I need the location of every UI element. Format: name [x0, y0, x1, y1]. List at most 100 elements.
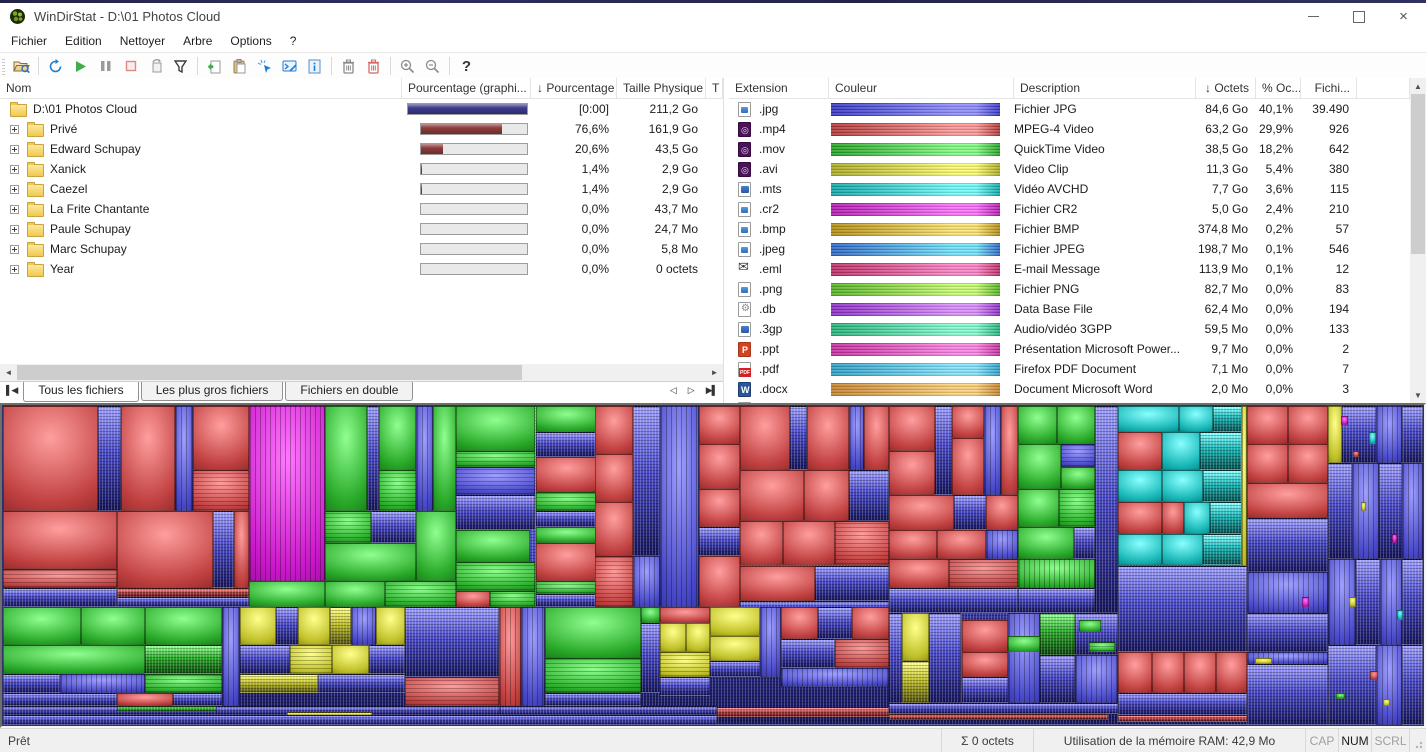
treemap-block[interactable]	[889, 613, 902, 703]
treemap-block[interactable]	[1202, 469, 1247, 502]
treemap-block[interactable]	[835, 520, 890, 566]
treemap-block[interactable]	[416, 511, 456, 582]
tab-les-plus-gros-fichiers[interactable]: Les plus gros fichiers	[140, 382, 284, 401]
treemap-block[interactable]	[59, 673, 145, 694]
treemap-block[interactable]	[535, 594, 598, 607]
extension-row[interactable]: .png Fichier PNG 82,7 Mo 0,0% 83	[729, 279, 1410, 299]
treemap-block[interactable]	[1302, 597, 1310, 607]
treemap-block[interactable]	[1391, 533, 1398, 544]
treemap-block[interactable]	[1327, 406, 1343, 464]
treemap-block[interactable]	[640, 622, 661, 694]
treemap-block[interactable]	[1370, 670, 1378, 681]
treemap-block[interactable]	[1161, 469, 1203, 502]
treemap-block[interactable]	[633, 555, 661, 607]
treemap-block[interactable]	[248, 581, 326, 607]
paste-button[interactable]	[227, 54, 252, 78]
treemap-block[interactable]	[739, 406, 790, 470]
treemap-block[interactable]	[1255, 658, 1273, 665]
tab-next-icon[interactable]: ▷	[687, 385, 695, 395]
treemap-block[interactable]	[889, 406, 935, 451]
treemap-block[interactable]	[455, 591, 491, 607]
treemap-block[interactable]	[298, 606, 330, 646]
treemap-block[interactable]	[3, 693, 117, 706]
treemap-block[interactable]	[1401, 645, 1423, 725]
treemap-block[interactable]	[1215, 651, 1247, 694]
treemap-block[interactable]	[3, 715, 718, 725]
vscroll-thumb[interactable]	[1411, 94, 1425, 254]
treemap-block[interactable]	[240, 673, 319, 694]
tree-header--pourcentage[interactable]: ↓ Pourcentage	[531, 78, 617, 98]
treemap-block[interactable]	[1356, 559, 1381, 646]
treemap-block[interactable]	[1089, 642, 1115, 652]
zoom-in-button[interactable]	[395, 54, 420, 78]
ext-header--octets[interactable]: ↓ Octets	[1196, 78, 1256, 98]
treemap-block[interactable]	[1210, 501, 1247, 534]
tab-tous-les-fichiers[interactable]: Tous les fichiers	[23, 382, 139, 402]
treemap-block[interactable]	[889, 587, 1019, 614]
treemap-block[interactable]	[325, 543, 417, 582]
treemap-block[interactable]	[3, 511, 117, 569]
treemap-block[interactable]	[275, 606, 299, 646]
treemap-block[interactable]	[1246, 664, 1328, 725]
treemap-block[interactable]	[325, 511, 371, 544]
treemap-block[interactable]	[595, 555, 634, 607]
expand-icon[interactable]	[10, 204, 19, 214]
treemap-block[interactable]	[710, 606, 760, 636]
tree-header-t[interactable]: T	[706, 78, 723, 98]
treemap-block[interactable]	[221, 606, 241, 706]
extension-row[interactable]: .ppt Présentation Microsoft Power... 9,7 M…	[729, 339, 1410, 359]
treemap-block[interactable]	[404, 677, 499, 706]
menu-item-options[interactable]: Options	[230, 34, 272, 48]
treemap-block[interactable]	[985, 495, 1019, 531]
expand-icon[interactable]	[10, 144, 19, 154]
treemap-block[interactable]	[889, 495, 955, 531]
tab-fichiers-en-double[interactable]: Fichiers en double	[285, 382, 414, 401]
expand-icon[interactable]	[10, 224, 19, 234]
treemap-block[interactable]	[1018, 559, 1095, 588]
treemap-block[interactable]	[1056, 406, 1095, 445]
filter-button[interactable]	[168, 54, 193, 78]
treemap-block[interactable]	[1018, 406, 1057, 445]
treemap-block[interactable]	[781, 667, 890, 687]
treemap-block[interactable]	[1353, 450, 1360, 458]
treemap-block[interactable]	[739, 469, 804, 521]
treemap-block[interactable]	[455, 495, 536, 531]
delete-permanently-button[interactable]	[361, 54, 386, 78]
treemap-block[interactable]	[1008, 635, 1040, 652]
treemap-block[interactable]	[781, 638, 836, 668]
treemap-block[interactable]	[318, 673, 405, 694]
treemap-block[interactable]	[1079, 619, 1101, 633]
treemap-block[interactable]	[1288, 406, 1328, 445]
treemap-block[interactable]	[1327, 463, 1352, 560]
treemap-block[interactable]	[234, 511, 249, 588]
treemap-block[interactable]	[1352, 463, 1379, 560]
tree-header-pourcentage-graphi-[interactable]: Pourcentage (graphi...	[402, 78, 531, 98]
treemap-block[interactable]	[803, 469, 850, 521]
treemap-block[interactable]	[3, 587, 117, 607]
treemap-block[interactable]	[889, 450, 935, 496]
treemap-block[interactable]	[193, 469, 249, 512]
extension-row[interactable]: .jpeg Fichier JPEG 198,7 Mo 0,1% 546	[729, 239, 1410, 259]
treemap-block[interactable]	[1202, 533, 1247, 566]
treemap-block[interactable]	[404, 606, 499, 678]
treemap-block[interactable]	[901, 613, 929, 662]
ext-header-spacer[interactable]	[1357, 78, 1410, 98]
ext-header-couleur[interactable]: Couleur	[829, 78, 1014, 98]
treemap-block[interactable]	[1246, 444, 1289, 483]
treemap-block[interactable]	[1039, 613, 1076, 655]
treemap-block[interactable]	[961, 619, 1009, 652]
treemap-block[interactable]	[951, 406, 985, 438]
ext-header-fichi-[interactable]: Fichi...	[1301, 78, 1357, 98]
open-folder-button[interactable]	[9, 54, 34, 78]
treemap-block[interactable]	[500, 705, 718, 716]
refresh-button[interactable]	[43, 54, 68, 78]
treemap-block[interactable]	[535, 543, 598, 582]
treemap-block[interactable]	[213, 511, 235, 588]
treemap-block[interactable]	[961, 677, 1009, 703]
treemap-block[interactable]	[789, 406, 807, 470]
treemap-block[interactable]	[1246, 651, 1328, 665]
treemap-block[interactable]	[1246, 482, 1328, 518]
treemap-block[interactable]	[660, 622, 686, 652]
extension-vertical-scrollbar[interactable]: ▲ ▼	[1410, 78, 1426, 403]
tree-row[interactable]: Marc Schupay 0,0% 5,8 Mo	[0, 239, 723, 259]
